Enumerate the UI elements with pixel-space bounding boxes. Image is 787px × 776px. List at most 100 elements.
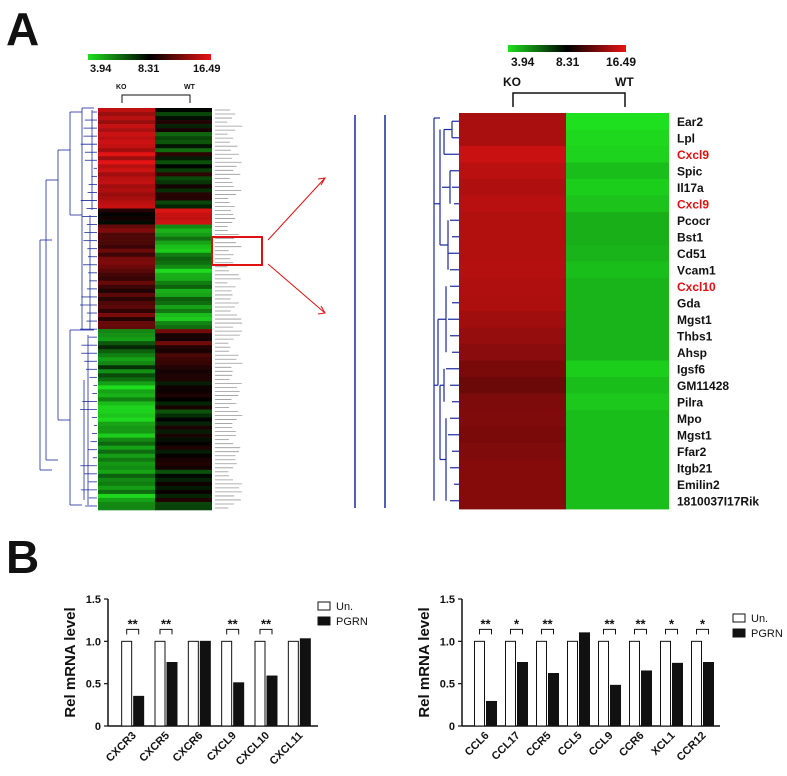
left-heat-cell-ko	[98, 365, 155, 370]
right-heat-cell-wt	[566, 443, 669, 460]
left-heat-cell-wt	[155, 457, 212, 463]
right-heat-cell-wt	[566, 492, 669, 510]
left-heat-cell-wt	[155, 176, 212, 181]
left-heat-cell-ko	[98, 441, 155, 446]
zoom-arrow-top	[317, 177, 326, 186]
left-col-wt: WT	[184, 84, 196, 91]
significance-star: **	[480, 616, 491, 631]
left-heat-cell-wt	[155, 128, 212, 133]
left-col-ko: KO	[116, 84, 127, 91]
right-scale-max: 16.49	[606, 55, 636, 69]
left-heat-cell-wt	[155, 353, 212, 358]
x-category-label: CXCL10	[234, 730, 272, 768]
left-heat-cell-ko	[98, 385, 155, 390]
right-heat-cell-ko	[459, 443, 566, 460]
left-heat-cell-wt	[155, 220, 212, 225]
bar-pgrn	[199, 640, 211, 727]
x-category-label: CCL5	[556, 730, 585, 759]
significance-bracket	[226, 628, 240, 635]
left-heat-cell-ko	[98, 224, 155, 229]
left-heat-cell-wt	[155, 116, 212, 121]
right-column-header: KO WT	[503, 75, 634, 107]
left-heat-cell-wt	[155, 172, 212, 177]
left-heat-cell-wt	[155, 481, 212, 487]
left-heat-cell-ko	[98, 228, 155, 233]
left-heat-cell-ko	[98, 200, 155, 205]
bar-pgrn	[579, 632, 590, 727]
left-heat-cell-wt	[155, 132, 212, 137]
left-heat-cell-wt	[155, 493, 212, 499]
left-heat-cell-ko	[98, 325, 155, 330]
right-gene-label: Cxcl10	[677, 280, 716, 294]
significance-bracket	[479, 628, 492, 635]
right-heat-cell-wt	[566, 476, 669, 493]
right-heat-cell-ko	[459, 327, 566, 345]
left-column-header: KO WT	[116, 84, 196, 103]
left-heat-cell-ko	[98, 116, 155, 121]
left-col-bracket	[121, 94, 191, 103]
x-category-label: CCR5	[524, 730, 554, 760]
left-heat-cell-wt	[155, 389, 212, 394]
bar-pgrn	[233, 682, 245, 727]
bar-pgrn	[703, 662, 714, 727]
left-heat-cell-wt	[155, 244, 212, 249]
right-heat-cell-wt	[566, 360, 669, 378]
left-heat-cell-wt	[155, 248, 212, 254]
left-heat-cell-wt	[155, 405, 212, 410]
left-heat-cell-ko	[98, 132, 155, 137]
bar-pgrn	[133, 695, 145, 727]
left-heat-cell-ko	[98, 429, 155, 434]
left-heat-cell-wt	[155, 184, 212, 189]
right-heat-cell-ko	[459, 344, 566, 361]
left-heat-cell-wt	[155, 501, 212, 507]
right-heatmap-cells	[459, 113, 669, 510]
legend-label-pgrn: PGRN	[751, 628, 783, 640]
left-heat-cell-ko	[98, 349, 155, 354]
left-heatmap-cells	[98, 108, 212, 511]
left-heat-cell-wt	[155, 296, 212, 302]
left-heat-cell-ko	[98, 377, 155, 382]
left-heat-cell-ko	[98, 292, 155, 298]
left-heat-cell-ko	[98, 168, 155, 173]
left-heat-cell-ko	[98, 361, 155, 366]
left-heat-cell-wt	[155, 413, 212, 418]
left-heat-cell-wt	[155, 377, 212, 382]
left-heat-cell-ko	[98, 405, 155, 410]
right-gene-label: Pilra	[677, 395, 703, 409]
left-scale-mid: 8.31	[138, 63, 159, 75]
bar-pgrn	[166, 662, 178, 727]
left-heat-cell-ko	[98, 180, 155, 185]
left-color-scale: 3.94 8.31 16.49	[88, 54, 221, 75]
left-heat-cell-ko	[98, 220, 155, 225]
bar-untreated	[254, 640, 266, 727]
x-category-label: CXCL11	[268, 730, 306, 768]
bar-untreated	[287, 640, 299, 727]
bar-pgrn	[672, 662, 683, 727]
significance-star: **	[261, 616, 272, 631]
left-heat-cell-wt	[155, 313, 212, 318]
left-heat-cell-ko	[98, 497, 155, 503]
left-heat-cell-wt	[155, 232, 212, 237]
left-heat-cell-wt	[155, 477, 212, 483]
significance-bracket	[541, 628, 554, 635]
legend-swatch-untreated	[317, 601, 331, 611]
left-heat-cell-wt	[155, 200, 212, 205]
left-heat-cell-wt	[155, 497, 212, 503]
left-heat-cell-ko	[98, 449, 155, 455]
right-gene-label: Mgst1	[677, 313, 712, 327]
left-heat-cell-ko	[98, 485, 155, 491]
left-heat-cell-wt	[155, 252, 212, 258]
left-heat-cell-wt	[155, 264, 212, 270]
left-heat-cell-ko	[98, 124, 155, 129]
right-heat-cell-ko	[459, 278, 566, 295]
left-heat-cell-wt	[155, 325, 212, 330]
right-heat-cell-wt	[566, 245, 669, 262]
left-heat-cell-ko	[98, 453, 155, 459]
right-heat-cell-ko	[459, 179, 566, 196]
left-heat-cell-wt	[155, 373, 212, 378]
left-heat-cell-ko	[98, 313, 155, 318]
right-heat-cell-ko	[459, 261, 566, 279]
x-category-label: CXCR3	[104, 730, 139, 765]
left-heat-cell-ko	[98, 481, 155, 487]
right-heat-cell-ko	[459, 476, 566, 493]
